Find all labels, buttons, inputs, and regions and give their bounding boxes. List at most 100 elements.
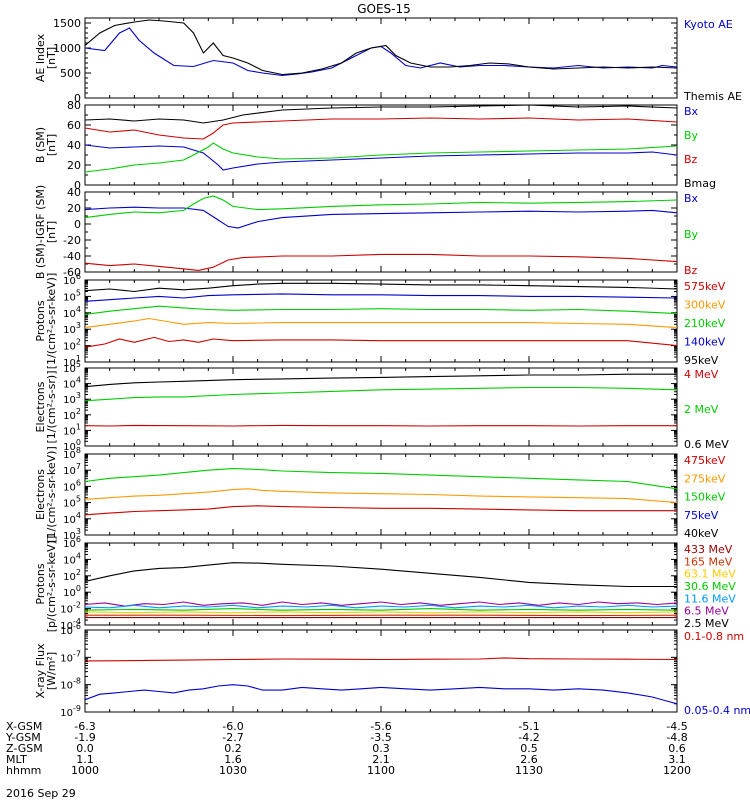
legend-entry: 11.6 MeV — [684, 592, 736, 605]
footer-row-label: X-GSM — [6, 720, 42, 733]
legend-entry: 275keV — [684, 472, 726, 485]
footer-row-value: -4.5 — [666, 720, 687, 733]
legend-entry: 6.5 MeV — [684, 605, 729, 618]
plot-title: GOES-15 — [357, 2, 411, 16]
y-tick-label: 103 — [63, 391, 81, 406]
footer-row-value: 0.3 — [372, 742, 390, 755]
y-tick-label: 10-6 — [60, 622, 81, 637]
footer-row-value: 1200 — [663, 764, 691, 777]
footer-row-value: 2.6 — [520, 753, 538, 766]
legend-entry: By — [684, 129, 699, 142]
footer-row-value: -2.7 — [222, 731, 243, 744]
y-tick-label: 103 — [63, 321, 81, 336]
footer-row-label: hhmm — [6, 764, 41, 777]
footer-row-value: -3.5 — [370, 731, 391, 744]
panel-1: 0 500 1000 1500 AE Index[nT] Kyoto AE Themis A… — [34, 17, 742, 105]
y-tick-label: 80 — [67, 99, 81, 112]
legend-entry: 300keV — [684, 299, 726, 312]
series-line-bz — [85, 117, 677, 140]
footer-row-value: 0.0 — [76, 742, 94, 755]
y-axis-label: [p/(cm²-s-sr-keV)] — [45, 536, 58, 633]
y-tick-label: 40 — [67, 186, 81, 199]
y-axis-label: Electrons — [34, 469, 47, 520]
footer-row-value: 1130 — [515, 764, 543, 777]
y-tick-label: -20 — [63, 234, 81, 247]
footer-row-value: 1030 — [219, 764, 247, 777]
legend-entry: Themis AE — [683, 90, 742, 103]
series-line-by — [85, 142, 677, 173]
y-tick-label: 10-8 — [60, 677, 81, 692]
y-tick-label: 60 — [67, 119, 81, 132]
footer-row-value: 0.2 — [224, 742, 242, 755]
panel-3: -60 -40 -20 0 20 40 B (SM)-IGRF (SM)[nT] Bx By Bz — [34, 185, 699, 279]
footer-row-value: -5.1 — [518, 720, 539, 733]
y-tick-label: 1500 — [53, 17, 81, 30]
y-tick-label: 104 — [63, 376, 81, 391]
legend-entry: 2 MeV — [684, 403, 719, 416]
y-axis-label: [nT] — [45, 134, 58, 156]
y-tick-label: 105 — [63, 288, 81, 303]
series-line-30-6-mev — [85, 608, 677, 611]
y-tick-label: 1000 — [53, 42, 81, 55]
y-tick-label: 100 — [63, 584, 81, 599]
y-tick-label: 0 — [74, 92, 81, 105]
footer-row-label: Z-GSM — [6, 742, 43, 755]
legend-entry: 165 MeV — [684, 555, 733, 568]
footer-row-value: 2.1 — [372, 753, 390, 766]
series-line-kyoto-ae — [85, 27, 677, 77]
legend-entry: 0.05-0.4 nm — [684, 704, 750, 717]
footer-ephemeris: X-GSM -6.3 -6.0 -5.6 -5.1 -4.5 Y-GSM -1.9 -2.7 -3… — [5, 720, 691, 777]
legend-entry: 63.1 MeV — [684, 568, 736, 581]
footer-row-value: -4.8 — [666, 731, 687, 744]
legend-entry: 0.6 MeV — [684, 438, 729, 451]
y-tick-label: 10-2 — [60, 601, 81, 616]
y-axis-label: B (SM)-IGRF (SM) — [34, 185, 47, 279]
series-line-bx — [85, 144, 677, 171]
y-axis-label: [1/(cm²-s-sr-keV)] — [45, 446, 58, 543]
y-axis-label: [nT] — [45, 221, 58, 243]
footer-row-value: 1100 — [367, 764, 395, 777]
series-line-210kev — [85, 305, 677, 315]
legend-entry: 30.6 MeV — [684, 580, 736, 593]
y-axis-label: Protons — [34, 300, 47, 341]
y-tick-label: 105 — [63, 360, 81, 375]
y-tick-label: 100 — [63, 438, 81, 453]
y-tick-label: 10-4 — [60, 617, 81, 632]
series-line-2-5-mev — [85, 562, 677, 588]
footer-row-value: 0.6 — [668, 742, 686, 755]
series-line-140kev — [85, 293, 677, 302]
series-line-4-mev — [85, 424, 677, 427]
footer-row-value: 1.1 — [76, 753, 94, 766]
y-tick-label: 108 — [63, 446, 81, 461]
y-tick-label: 102 — [63, 407, 81, 422]
series-line-63-1-mev — [85, 611, 677, 614]
series-line-0-1-0-8-nm — [85, 657, 677, 662]
series-line-6-5-mev — [85, 601, 677, 607]
legend-entry: 4 MeV — [684, 368, 719, 381]
y-axis-label: [1/(cm²-s-sr-keV)] — [45, 273, 58, 370]
y-tick-label: 20 — [67, 159, 81, 172]
legend-entry: 433 MeV — [684, 543, 733, 556]
y-tick-label: 0 — [74, 179, 81, 192]
y-tick-label: 107 — [63, 462, 81, 477]
y-tick-label: 20 — [67, 202, 81, 215]
y-tick-label: 101 — [63, 354, 81, 369]
y-tick-label: 104 — [63, 511, 81, 526]
series-line-bz — [85, 253, 677, 271]
footer-row-value: 1000 — [71, 764, 99, 777]
footer-row-value: -5.6 — [370, 720, 391, 733]
series-line-150kev — [85, 468, 677, 490]
y-axis-label: [1/(cm²-s-sr)] — [45, 371, 58, 444]
series-line-bmag — [85, 105, 677, 124]
series-line-275kev — [85, 488, 677, 504]
y-tick-label: 102 — [63, 338, 81, 353]
footer-row-value: -6.0 — [222, 720, 243, 733]
series-line-575kev — [85, 336, 677, 348]
series-line-by — [85, 195, 677, 219]
y-tick-label: 101 — [63, 422, 81, 437]
legend-entry: Bmag — [684, 177, 716, 190]
y-axis-label: Electrons — [34, 381, 47, 432]
